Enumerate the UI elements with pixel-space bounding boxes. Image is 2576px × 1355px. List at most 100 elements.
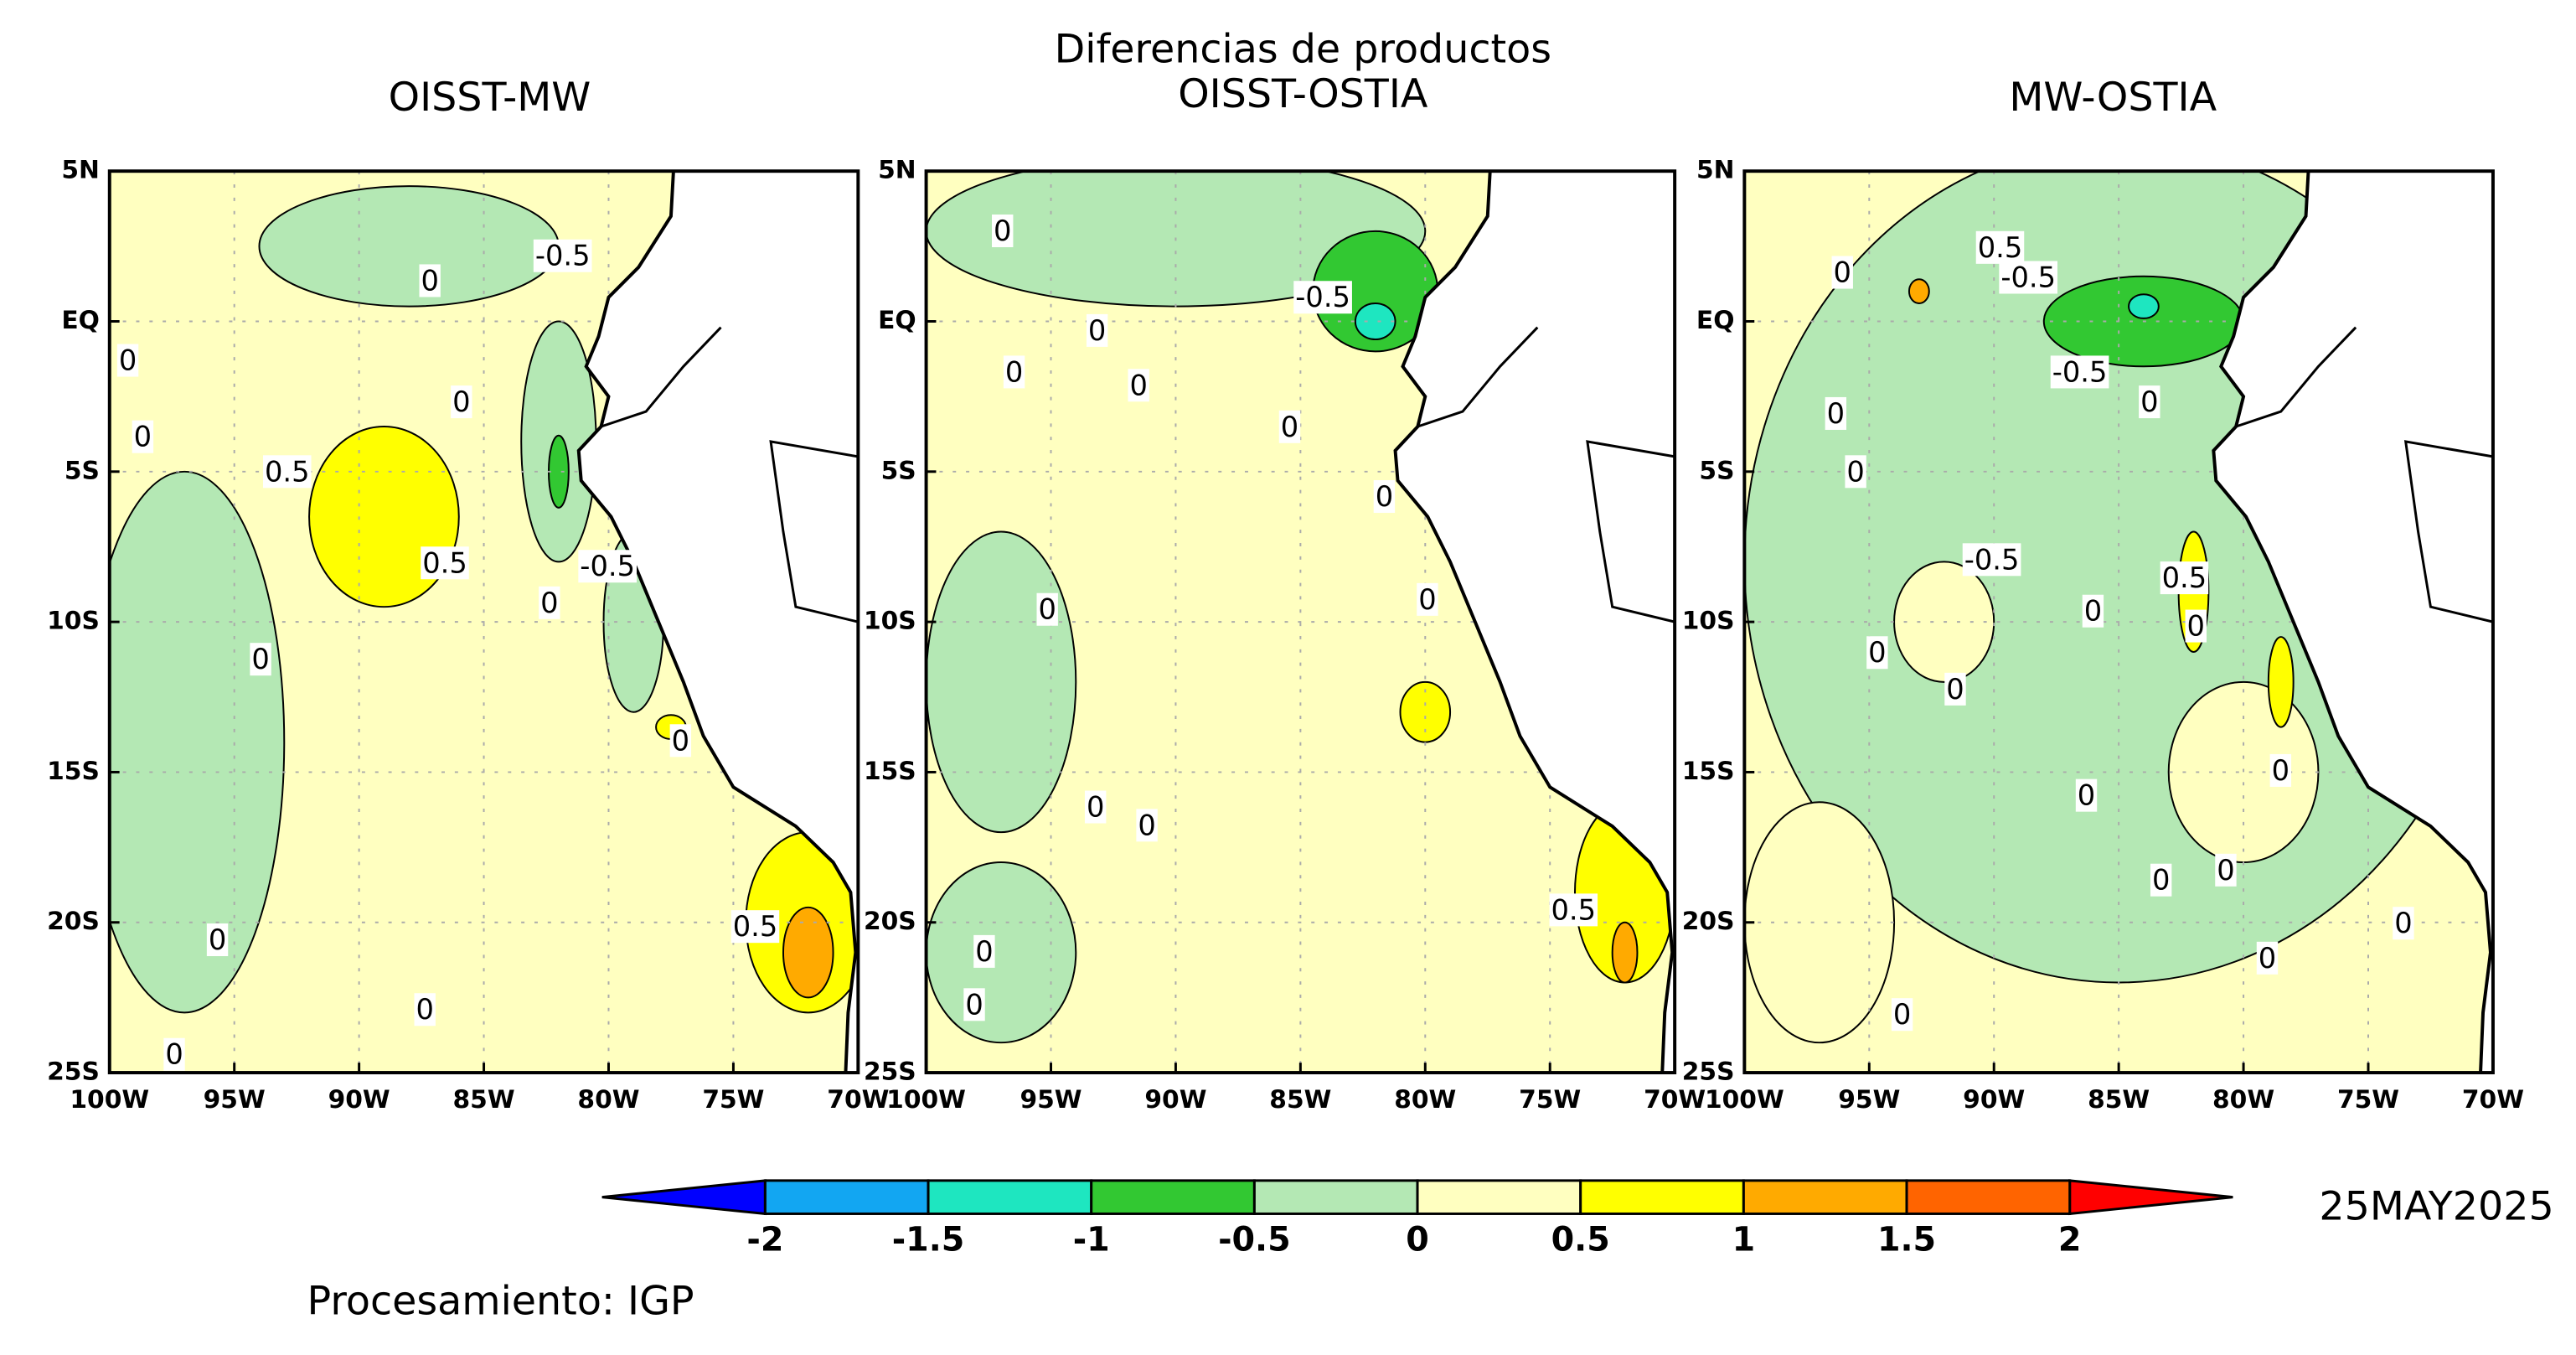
anomaly-area: [1399, 680, 1452, 743]
anomaly-area: [109, 470, 286, 1014]
contour-label: 0.5: [1551, 893, 1597, 926]
colorbar-label: -1: [1073, 1221, 1110, 1259]
anomaly-area: [1354, 303, 1396, 341]
contour-label: -0.5: [580, 550, 635, 582]
contour-label-bg: [539, 586, 560, 619]
y-tick-label: EQ: [61, 306, 100, 335]
contour-label-bg: [2139, 385, 2160, 419]
contour-label: 0: [1868, 636, 1886, 669]
contour-label-bg: [163, 1037, 185, 1071]
contour-label-bg: [1003, 355, 1025, 389]
contour-label-bg: [2269, 753, 2292, 787]
x-tick-label: 100W: [70, 1085, 149, 1115]
contour-label-bg: [1891, 998, 1913, 1032]
x-tick-label: 100W: [1705, 1085, 1784, 1115]
contour-label: 0.5: [733, 910, 778, 943]
land: [578, 171, 859, 1073]
contour-label-bg: [2185, 609, 2207, 643]
contour-label-bg: [116, 344, 139, 377]
anomaly-area: [1611, 921, 1639, 984]
border: [2491, 742, 2493, 863]
anomaly-area: [2128, 293, 2160, 319]
land: [2213, 171, 2493, 1073]
contour-label: 0: [1834, 256, 1851, 289]
contour-label-bg: [1999, 261, 2057, 294]
border: [769, 440, 859, 623]
contour-label-bg: [263, 455, 312, 489]
contour-label-bg: [1975, 230, 2025, 264]
contour-label: 0: [540, 587, 558, 619]
contour-label: 0: [119, 344, 137, 377]
contour-label: 0: [2140, 385, 2158, 418]
contour-label: 0: [165, 1038, 183, 1071]
contour-label: 0: [975, 935, 993, 968]
x-tick-label: 75W: [1519, 1085, 1581, 1115]
contour-label-bg: [414, 993, 436, 1027]
contour-label-bg: [2256, 941, 2279, 975]
contour-label: 0: [1418, 583, 1436, 616]
contour-label: 0: [209, 923, 226, 956]
anomaly-area: [548, 434, 570, 509]
contour-label: 0: [1129, 369, 1147, 401]
contour-label-bg: [2150, 863, 2172, 897]
y-tick-label: 5N: [61, 156, 100, 185]
contour-label-bg: [2075, 778, 2098, 812]
main-title: Diferencias de productos: [1055, 27, 1551, 73]
contour-label-bg: [132, 420, 154, 453]
contour-label: 0: [1846, 455, 1864, 488]
x-tick-label: 100W: [886, 1085, 966, 1115]
contour-label-bg: [206, 923, 229, 957]
contour-label-bg: [1866, 636, 1888, 670]
anomaly-area: [926, 530, 1077, 834]
x-tick-label: 85W: [452, 1085, 514, 1115]
y-tick-label: 15S: [864, 757, 916, 786]
contour-label-bg: [1136, 809, 1158, 842]
colorbar-label: -1.5: [892, 1221, 965, 1259]
contour-label-bg: [578, 550, 637, 583]
contour-label-bg: [419, 264, 441, 297]
colorbar-segment: [1252, 1179, 1419, 1215]
y-tick-label: 5S: [65, 456, 100, 485]
coastline: [1393, 171, 1675, 1073]
x-tick-label: 85W: [1269, 1085, 1331, 1115]
contour-label: -0.5: [1964, 543, 2020, 576]
colorbar-label: 1.5: [1877, 1221, 1936, 1259]
contour-label: 0.5: [265, 455, 310, 488]
contour-label: -0.5: [2000, 261, 2056, 293]
contour-label-bg: [1944, 672, 1966, 706]
colorbar-label: 2: [2058, 1221, 2082, 1259]
contour-label: 0: [416, 993, 433, 1026]
x-tick-label: 95W: [1020, 1085, 1082, 1115]
contour-label: 0: [1088, 314, 1106, 347]
contour-label-bg: [963, 988, 985, 1021]
panel-title: OISST-OSTIA: [1178, 71, 1428, 117]
contour-label: 0: [672, 724, 689, 757]
x-tick-label: 70W: [1644, 1085, 1706, 1115]
contour-label-bg: [1128, 369, 1149, 402]
contour-label-bg: [973, 934, 995, 968]
land: [1395, 171, 1675, 1073]
y-tick-label: 15S: [47, 757, 100, 786]
y-tick-label: EQ: [1696, 306, 1735, 335]
contour-label-bg: [1962, 543, 2021, 577]
x-tick-label: 90W: [1963, 1085, 2025, 1115]
contour-label-bg: [1036, 592, 1058, 626]
map-panel: [109, 171, 859, 1073]
contour-label: 0: [2217, 854, 2234, 887]
x-tick-label: 90W: [1144, 1085, 1206, 1115]
contour-label: 0: [1893, 998, 1911, 1031]
contour-label: 0: [1005, 355, 1023, 388]
border: [1417, 326, 1539, 428]
contour-label: 0: [1281, 411, 1298, 443]
y-tick-label: 5N: [878, 156, 916, 185]
y-tick-label: 5S: [881, 456, 916, 485]
y-tick-label: 10S: [1682, 607, 1735, 636]
panel-title: OISST-MW: [389, 75, 591, 121]
contour-label-bg: [2215, 853, 2237, 887]
x-tick-label: 70W: [827, 1085, 889, 1115]
contour-label: 0: [2394, 907, 2412, 939]
x-tick-label: 85W: [2088, 1085, 2150, 1115]
contour-label-bg: [1845, 455, 1866, 489]
